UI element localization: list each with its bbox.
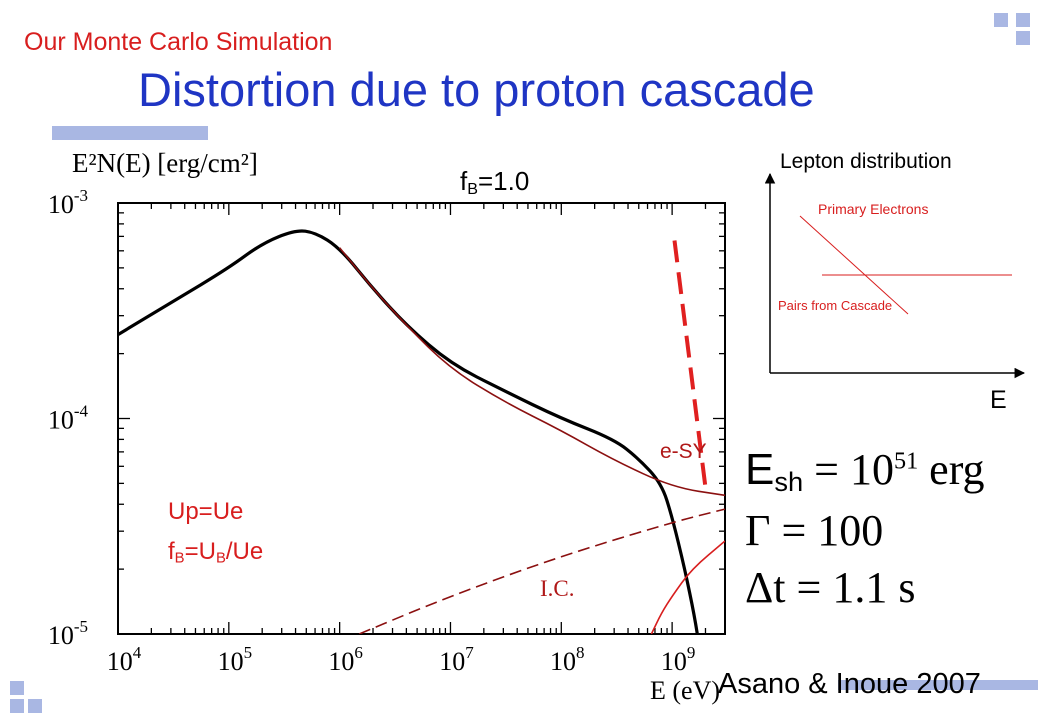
series-e-sy — [338, 247, 725, 497]
y-axis-label: E²N(E) [erg/cm²] — [72, 148, 258, 178]
equation-energy: Esh = 1051 erg — [745, 444, 985, 498]
cascade-pairs-label: Pairs from Cascade — [778, 298, 893, 313]
eq-energy-unit: erg — [929, 445, 985, 494]
eq-energy-symbol: E — [745, 445, 775, 494]
citation-credit: Asano & Inoue 2007 — [718, 668, 981, 700]
lepton-inset-axis-label: E — [990, 386, 1007, 414]
eq-duration-rhs: = 1.1 s — [796, 563, 916, 612]
series-total — [118, 229, 699, 634]
decor-bar-bottom-right — [838, 680, 1038, 690]
x-tick-label: 104 — [107, 643, 142, 676]
decor-block-bottom-left-3 — [28, 699, 42, 713]
ic-series-label: I.C. — [540, 576, 575, 601]
x-tick-label: 108 — [550, 643, 585, 676]
primary-electrons-label: Primary Electrons — [818, 201, 929, 217]
equation-lorentz-factor: Γ = 100 — [745, 506, 884, 555]
series-layer — [118, 229, 725, 634]
plot-frame — [117, 202, 726, 635]
decor-block-bottom-left-2 — [10, 699, 24, 713]
decor-block-bottom-left-1 — [10, 681, 24, 695]
y-tick-label: 10-3 — [48, 186, 88, 219]
eq-duration-symbol: Δt — [745, 563, 786, 612]
eq-energy-subscript: sh — [774, 465, 804, 497]
lepton-inset-title: Lepton distribution — [780, 150, 952, 173]
series-i-c- — [358, 508, 725, 634]
y-tick-label: 10-4 — [48, 402, 89, 435]
decor-bar-under-title — [52, 126, 208, 140]
fb-annotation: fB=1.0 — [460, 166, 530, 199]
params-up-ue: Up=Ue — [168, 498, 244, 525]
esy-series-label: e-SY — [660, 440, 707, 463]
x-tick-label: 105 — [218, 643, 253, 676]
eq-energy-exponent: 51 — [893, 447, 919, 475]
x-tick-label: 107 — [439, 643, 474, 676]
x-tick-label: 106 — [328, 643, 363, 676]
eq-energy-rhs: = 10 — [814, 445, 894, 494]
params-fb-ub-ue: fB=UB/Ue — [168, 538, 264, 567]
axes-layer: 104 105 106 107 108 109 10-5 10-4 10-3 — [48, 186, 726, 676]
decor-block-top-right-1 — [994, 13, 1008, 27]
slide-subtitle: Our Monte Carlo Simulation — [24, 28, 333, 56]
series-power-law — [672, 240, 708, 488]
x-tick-label: 109 — [661, 643, 696, 676]
slide-title: Distortion due to proton cascade — [138, 63, 815, 116]
decor-block-top-right-2 — [1016, 13, 1030, 27]
y-tick-label: 10-5 — [48, 617, 88, 650]
decor-block-top-right-3 — [1016, 31, 1030, 45]
series-pairs — [650, 540, 725, 634]
primary-electrons-line — [799, 215, 909, 315]
x-axis-label: E (eV) — [650, 676, 721, 705]
equation-duration: Δt = 1.1 s — [745, 562, 915, 613]
lepton-inset-diagram — [764, 172, 1026, 379]
